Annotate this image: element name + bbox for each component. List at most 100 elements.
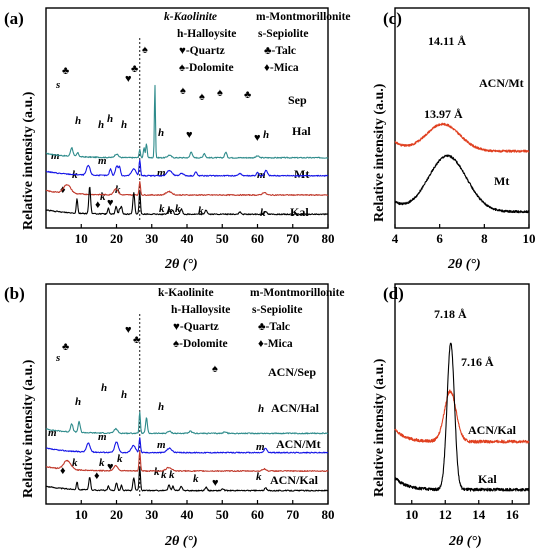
marker-k: k — [99, 457, 105, 469]
marker-quartz: ♥ — [125, 324, 132, 336]
marker-quartz: ♥ — [107, 461, 114, 473]
panel-b-legend-quartz: ♥-Quartz — [173, 321, 219, 333]
marker-mica: ♦ — [94, 470, 100, 482]
marker-h: h — [121, 119, 127, 131]
panel-a-xtick-label: 50 — [216, 231, 229, 246]
panel-a-xtick-label: 20 — [110, 231, 123, 246]
panel-a-legend-quartz: ♥-Quartz — [179, 45, 225, 57]
panel-b-label: (b) — [4, 284, 25, 303]
panel-a-xlabel: 2θ (°) — [164, 257, 198, 272]
panel-d-series-acn-kal — [394, 389, 530, 444]
panel-d-label: (d) — [383, 284, 404, 303]
marker-quartz: ♥ — [107, 197, 114, 209]
panel-b-series-acn-hal — [45, 437, 329, 454]
panel-b-legend-dolomite: ♠-Dolomite — [173, 338, 228, 350]
panel-a-xtick-label: 40 — [181, 231, 194, 246]
marker-dolomite: ♠ — [217, 87, 223, 99]
marker-k: k — [193, 473, 199, 485]
marker-h: h — [263, 129, 269, 141]
marker-m: m — [98, 155, 107, 167]
marker-m: m — [157, 167, 166, 179]
panel-a-ylabel: Relative intensity (a.u.) — [21, 91, 36, 230]
marker-talc: ♣ — [62, 65, 69, 77]
panel-c-xtick-label: 4 — [392, 231, 399, 246]
marker-dolomite: ♠ — [180, 85, 186, 97]
marker-k: k — [154, 466, 160, 478]
marker-h: h — [98, 119, 104, 131]
panel-a-legend-montmorillonite: m-Montmorillonite — [256, 11, 351, 23]
panel-a-series-label-mt: Mt — [294, 167, 309, 181]
marker-m: m — [98, 431, 107, 443]
panel-a-xtick-label: 80 — [322, 231, 335, 246]
panel-b-series-label-kal: ACN/Kal — [270, 473, 319, 487]
marker-mica: ♦ — [60, 465, 66, 477]
marker-k: k — [100, 191, 106, 203]
panel-b-legend-kaolinite: k-Kaolinite — [158, 287, 214, 299]
panel-a-legend-kaolinite: k-Kaolinite — [164, 11, 217, 23]
panel-a-xtick-label: 30 — [145, 231, 158, 246]
panel-b-legend-talc: ♣-Talc — [258, 321, 290, 333]
marker-k: k — [256, 471, 262, 483]
marker-k: k — [72, 457, 78, 469]
marker-quartz: ♥ — [212, 477, 219, 489]
marker-dolomite: ♠ — [142, 44, 148, 56]
panel-d-ylabel: Relative intensity (a.u.) — [372, 358, 387, 497]
panel-a-series-kal — [45, 186, 329, 216]
panel-a-series-label-sep: Sep — [288, 93, 307, 107]
panel-b-peak-markers: ♣ s ♥ ♣ ♠ h h h h h m m m m ♦ k ♦ k ♥ k … — [48, 324, 265, 489]
panel-c-peak2-label: 13.97 Å — [424, 107, 463, 121]
panel-d-xtick-label: 10 — [405, 507, 418, 522]
panel-b-series-acn-kal — [45, 466, 329, 492]
panel-b-xtick-label: 40 — [181, 507, 194, 522]
panel-c-ylabel: Relative intensity (a.u.) — [372, 83, 387, 222]
panel-a-series-hal — [45, 159, 329, 177]
panel-a-series-sep — [45, 84, 329, 159]
panel-a-series-label-kal: Kal — [290, 205, 309, 219]
panel-d-series-label-kal: Kal — [478, 472, 497, 486]
marker-m: m — [51, 150, 60, 162]
panel-b-series-acn-mt — [45, 450, 329, 473]
marker-quartz: ♥ — [125, 73, 132, 85]
marker-m: m — [256, 441, 265, 453]
marker-talc: ♣ — [133, 334, 140, 346]
panel-a-series-mt — [45, 181, 329, 197]
panel-b-series-label-hal: ACN/Hal — [271, 401, 320, 415]
panel-a-series-label-hal: Hal — [292, 124, 311, 138]
marker-h: h — [101, 382, 107, 394]
marker-k: k — [260, 207, 266, 219]
panel-c-xtick-label: 8 — [481, 231, 488, 246]
marker-mica: ♦ — [95, 199, 101, 211]
panel-b-xtick-label: 50 — [216, 507, 229, 522]
panel-a-peak-markers: ♣ s ♥ ♣ ♠ ♠ ♠ ♠ ♣ h h h h h ♥ ♥ h m m m … — [51, 44, 269, 219]
panel-d-series-label-acnkal: ACN/Kal — [468, 423, 517, 437]
panel-b-series-label-sep: ACN/Sep — [268, 365, 316, 379]
panel-c-peak1-label: 14.11 Å — [428, 34, 466, 48]
marker-h: h — [158, 127, 164, 139]
marker-h: h — [121, 389, 127, 401]
panel-a-legend-dolomite: ♠-Dolomite — [179, 62, 234, 74]
panel-c-series-label-mt: Mt — [494, 174, 509, 188]
marker-mica: ♦ — [60, 184, 66, 196]
panel-c-label: (c) — [383, 9, 402, 28]
panel-d-xtick-label: 16 — [506, 507, 520, 522]
marker-talc: ♣ — [62, 341, 69, 353]
panel-b-legend-mica: ♦-Mica — [258, 338, 293, 350]
panel-c-xtick-label: 6 — [436, 231, 443, 246]
panel-c-xlabel: 2θ (°) — [447, 257, 481, 272]
marker-m: m — [257, 169, 266, 181]
panel-b-xtick-label: 30 — [145, 507, 158, 522]
panel-b-ylabel: Relative intensity (a.u.) — [21, 359, 36, 498]
marker-s: s — [55, 352, 60, 364]
panel-d-xlabel: 2θ (°) — [448, 534, 482, 549]
marker-dolomite: ♠ — [212, 363, 218, 375]
panel-d-xtick-label: 14 — [472, 507, 486, 522]
panel-a-xtick-label: 10 — [75, 231, 88, 246]
marker-h: h — [258, 403, 264, 415]
panel-b-xtick-label: 70 — [286, 507, 299, 522]
marker-k: k — [159, 203, 165, 215]
panel-a-xtick-label: 60 — [251, 231, 264, 246]
panel-b-legend-halloysite: h-Halloysite — [171, 304, 230, 316]
marker-k: k — [175, 203, 181, 215]
marker-k: k — [161, 469, 167, 481]
